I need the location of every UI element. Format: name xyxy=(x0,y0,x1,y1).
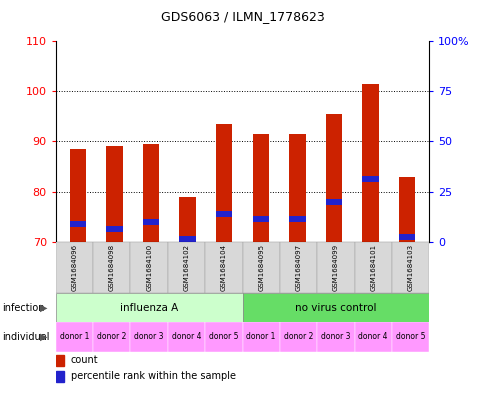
Bar xyxy=(325,198,342,205)
Text: donor 3: donor 3 xyxy=(320,332,350,342)
Text: GSM1684097: GSM1684097 xyxy=(295,244,301,291)
Text: donor 4: donor 4 xyxy=(171,332,201,342)
Bar xyxy=(56,371,63,382)
Bar xyxy=(279,242,317,293)
Bar xyxy=(288,216,305,222)
Bar xyxy=(179,236,196,242)
Text: GSM1684099: GSM1684099 xyxy=(332,244,338,291)
Bar xyxy=(205,322,242,352)
Bar xyxy=(391,242,428,293)
Text: donor 3: donor 3 xyxy=(134,332,164,342)
Text: count: count xyxy=(71,355,98,365)
Bar xyxy=(215,211,232,217)
Text: GSM1684104: GSM1684104 xyxy=(220,244,227,291)
Bar xyxy=(179,196,196,242)
Bar xyxy=(252,216,269,222)
Bar xyxy=(317,242,354,293)
Bar xyxy=(130,242,167,293)
Bar xyxy=(325,114,342,242)
Bar xyxy=(130,322,167,352)
Text: influenza A: influenza A xyxy=(120,303,178,312)
Bar xyxy=(391,322,428,352)
Bar xyxy=(215,124,232,242)
Bar xyxy=(279,322,317,352)
Text: ▶: ▶ xyxy=(40,303,47,312)
Text: GSM1684101: GSM1684101 xyxy=(369,244,376,291)
Bar xyxy=(252,134,269,242)
Text: donor 5: donor 5 xyxy=(395,332,424,342)
Bar xyxy=(242,242,279,293)
Text: GDS6063 / ILMN_1778623: GDS6063 / ILMN_1778623 xyxy=(160,10,324,23)
Text: ▶: ▶ xyxy=(40,332,47,342)
Bar xyxy=(317,322,354,352)
Bar xyxy=(205,242,242,293)
Bar xyxy=(167,242,205,293)
Bar xyxy=(167,322,205,352)
Bar xyxy=(142,144,159,242)
Text: donor 2: donor 2 xyxy=(283,332,313,342)
Bar xyxy=(56,322,93,352)
Bar xyxy=(69,221,86,227)
Text: GSM1684102: GSM1684102 xyxy=(183,244,189,291)
Bar xyxy=(106,226,122,232)
Bar xyxy=(93,322,130,352)
Bar xyxy=(398,234,415,240)
Bar xyxy=(242,322,279,352)
Text: GSM1684103: GSM1684103 xyxy=(407,244,413,291)
Text: donor 1: donor 1 xyxy=(60,332,89,342)
Bar xyxy=(242,293,428,322)
Text: donor 1: donor 1 xyxy=(246,332,275,342)
Bar xyxy=(354,322,391,352)
Bar xyxy=(56,355,63,366)
Bar xyxy=(398,176,415,242)
Text: GSM1684098: GSM1684098 xyxy=(108,244,115,291)
Bar xyxy=(142,219,159,225)
Text: donor 4: donor 4 xyxy=(358,332,387,342)
Text: infection: infection xyxy=(2,303,45,312)
Text: GSM1684100: GSM1684100 xyxy=(146,244,152,291)
Text: percentile rank within the sample: percentile rank within the sample xyxy=(71,371,235,382)
Bar xyxy=(362,176,378,182)
Bar xyxy=(56,293,242,322)
Text: GSM1684095: GSM1684095 xyxy=(257,244,264,291)
Text: individual: individual xyxy=(2,332,50,342)
Bar xyxy=(354,242,391,293)
Text: no virus control: no virus control xyxy=(294,303,376,312)
Text: donor 5: donor 5 xyxy=(209,332,238,342)
Bar xyxy=(362,84,378,242)
Bar xyxy=(56,242,93,293)
Text: donor 2: donor 2 xyxy=(97,332,126,342)
Bar xyxy=(93,242,130,293)
Bar xyxy=(288,134,305,242)
Bar xyxy=(69,149,86,242)
Bar xyxy=(106,147,122,242)
Text: GSM1684096: GSM1684096 xyxy=(71,244,77,291)
